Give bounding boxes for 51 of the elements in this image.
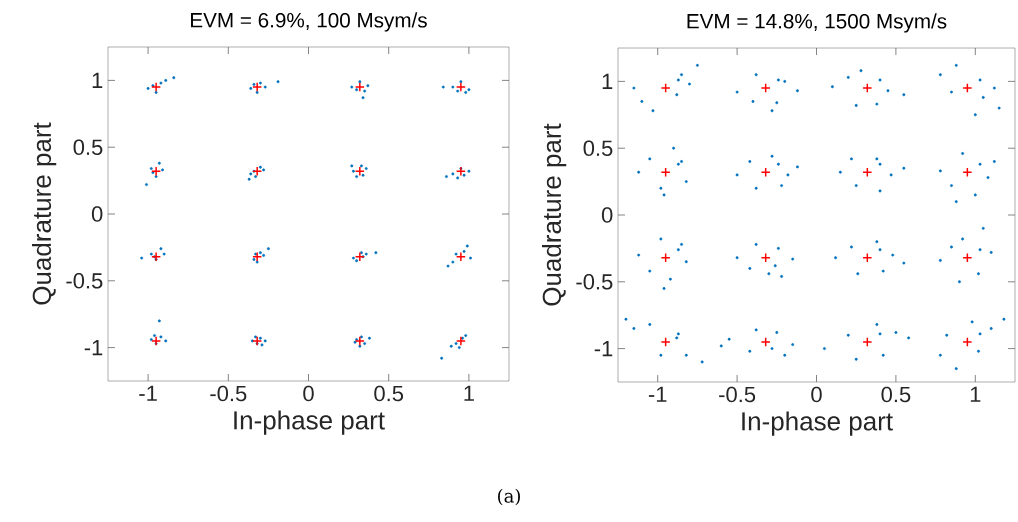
point xyxy=(660,336,671,347)
x-tick-label: 0 xyxy=(303,385,314,402)
point xyxy=(455,166,466,177)
x-tick-label: -0.5 xyxy=(210,385,247,402)
x-axis-title: In-phase part xyxy=(742,411,893,436)
x-tick-label: 0.5 xyxy=(374,385,404,402)
x-tick-label: 0 xyxy=(811,386,822,403)
x-axis-title: In-phase part xyxy=(234,410,385,435)
x-tick-label: 0.5 xyxy=(881,386,911,403)
point xyxy=(760,336,771,347)
point xyxy=(354,166,365,177)
point xyxy=(862,83,873,94)
y-tick-label: -1 xyxy=(84,340,103,356)
point xyxy=(760,83,771,94)
y-tick-label: 1 xyxy=(92,72,103,88)
x-tick-label: -1 xyxy=(648,386,667,402)
text: (a) xyxy=(498,488,520,506)
point xyxy=(455,82,466,93)
point xyxy=(354,82,365,93)
point xyxy=(962,336,973,347)
y-tick-label: -0.5 xyxy=(66,273,103,289)
point xyxy=(252,251,263,262)
x-tick-label: -0.5 xyxy=(719,386,756,403)
y-tick-label: 1 xyxy=(602,73,613,89)
point xyxy=(354,251,365,262)
x-tick-label: 1 xyxy=(464,385,474,401)
y-tick-label: 0.5 xyxy=(583,140,613,156)
y-tick-label: 0 xyxy=(601,207,613,223)
chart-title: EVM = 6.9%, 100 Msym/s xyxy=(191,12,427,32)
point xyxy=(455,335,466,346)
y-tick-label: 0 xyxy=(91,206,103,222)
x-tick-label: -1 xyxy=(139,385,157,401)
y-axis-title: Quadrature part xyxy=(541,123,567,306)
y-tick-label: -1 xyxy=(594,341,613,357)
y-axis-title: Quadrature part xyxy=(31,122,57,305)
point xyxy=(660,83,671,94)
point xyxy=(151,251,162,262)
chart-title: EVM = 14.8%, 1500 Msym/s xyxy=(687,13,947,33)
point xyxy=(252,335,263,346)
point xyxy=(252,166,263,177)
point xyxy=(151,335,162,346)
point xyxy=(862,336,873,347)
point xyxy=(151,166,162,177)
y-tick-label: -0.5 xyxy=(576,274,613,290)
x-tick-label: 1 xyxy=(970,386,981,402)
point xyxy=(252,82,263,93)
point xyxy=(151,82,162,93)
y-tick-label: 0.5 xyxy=(73,139,103,155)
point xyxy=(962,83,973,94)
point xyxy=(455,251,466,262)
point xyxy=(354,335,365,346)
